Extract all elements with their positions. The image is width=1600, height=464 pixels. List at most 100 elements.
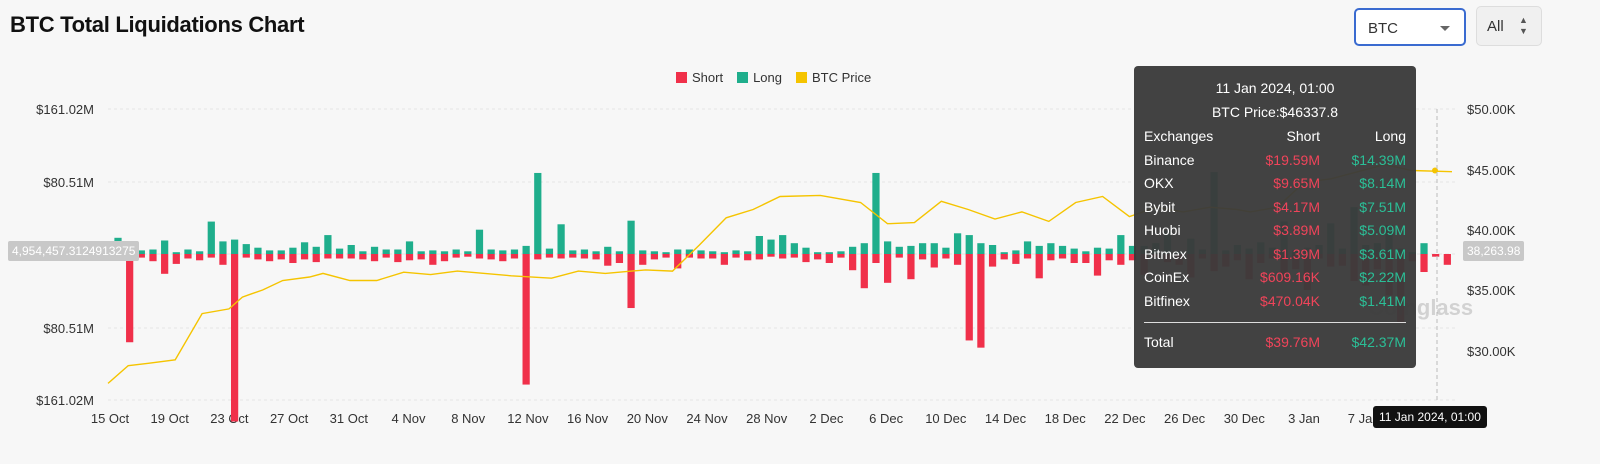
short-bar [172,254,180,264]
long-bar [557,224,565,254]
x-tick: 6 Dec [869,411,903,426]
short-bar [394,254,402,263]
short-bar [744,254,752,261]
range-select[interactable]: All ▲ ▼ [1476,6,1542,46]
tooltip-long: $1.41M [1359,292,1406,309]
long-bar [1128,245,1137,254]
chart-legend: Short Long BTC Price [676,70,871,85]
short-bar [860,254,868,289]
short-bar [732,254,740,258]
short-bar [242,254,250,258]
legend-item-long[interactable]: Long [737,70,782,85]
short-bar [1420,254,1428,273]
tooltip-short: $3.89M [1273,222,1320,239]
chart-tooltip: 11 Jan 2024, 01:00 BTC Price:$46337.8 Ex… [1134,66,1416,368]
short-bar [837,254,845,258]
legend-item-short[interactable]: Short [676,70,723,85]
short-bar [289,254,297,264]
up-down-icon: ▲ ▼ [1519,15,1528,36]
short-bar [779,254,787,259]
tooltip-long: $3.61M [1359,245,1406,262]
long-bar [685,249,693,254]
y-left-tick: $161.02M [36,393,94,408]
y-right-tick: $45.00K [1467,163,1516,178]
x-tick: 7 Jan [1348,411,1380,426]
long-bar [615,251,624,254]
long-bar [1082,251,1090,254]
long-bar [849,246,857,254]
short-bar [475,254,484,259]
x-tick: 28 Nov [746,411,788,426]
short-bar [907,254,915,280]
short-bar [977,254,985,348]
long-bar [324,235,332,254]
tooltip-long: $5.09M [1359,222,1406,239]
short-bar [930,254,938,268]
crosshair-right-value: 38,263.98 [1463,241,1525,261]
short-bar [464,254,472,257]
short-bar [510,254,519,259]
short-bar [639,254,647,265]
short-bar [347,254,355,259]
tooltip-short: $9.65M [1273,175,1320,192]
long-bar [592,251,600,254]
long-bar [953,233,962,254]
tooltip-row: Bitfinex $470.04K $1.41M [1144,289,1406,313]
legend-item-price[interactable]: BTC Price [796,70,871,85]
short-bar [802,254,810,263]
short-bar [277,254,285,260]
short-bar [755,254,763,260]
long-bar [149,249,157,254]
long-bar [429,250,437,254]
tooltip-exchange: Bitfinex [1144,292,1190,309]
tooltip-short: $1.39M [1273,245,1320,262]
page-title: BTC Total Liquidations Chart [10,12,305,37]
short-bar [324,254,332,259]
long-bar [464,251,472,254]
long-bar [662,252,670,254]
short-bar [1432,254,1440,257]
long-bar [709,251,717,254]
long-bar [580,249,589,254]
long-bar [627,220,635,254]
short-bar [417,254,425,260]
x-tick: 3 Jan [1288,411,1320,426]
legend-swatch-long [737,72,749,83]
long-bar [720,252,728,254]
short-bar [1035,254,1043,279]
long-bar [837,251,845,254]
tooltip-row: Huobi $3.89M $5.09M [1144,219,1406,243]
long-bar [1012,250,1020,254]
legend-swatch-short [676,72,687,83]
short-bar [230,254,239,422]
x-tick: 23 Oct [210,411,249,426]
tooltip-long: $2.22M [1359,269,1406,286]
long-bar [545,248,554,254]
legend-label-long: Long [753,70,782,85]
tooltip-row: Bitmex $1.39M $3.61M [1144,242,1406,266]
short-bar [534,254,542,260]
long-bar [1035,245,1043,254]
short-bar [126,254,134,343]
short-bar [196,254,204,261]
long-bar [452,249,460,254]
coin-select[interactable]: BTC [1354,8,1466,46]
x-tick: 18 Dec [1045,411,1087,426]
short-bar [662,254,670,258]
short-bar [1000,254,1008,260]
long-bar [359,251,367,254]
long-bar [884,241,892,254]
long-bar [1117,235,1125,254]
x-tick: 24 Nov [686,411,728,426]
short-bar [1070,254,1078,264]
short-bar [580,254,589,259]
x-tick: 16 Nov [567,411,609,426]
tooltip-total-label: Total [1144,334,1174,350]
long-bar [802,247,810,254]
short-bar [265,254,274,262]
legend-label-price: BTC Price [812,70,872,85]
long-bar [1105,248,1113,254]
long-bar [172,252,180,254]
short-bar [697,254,705,259]
short-bar [1443,254,1451,265]
